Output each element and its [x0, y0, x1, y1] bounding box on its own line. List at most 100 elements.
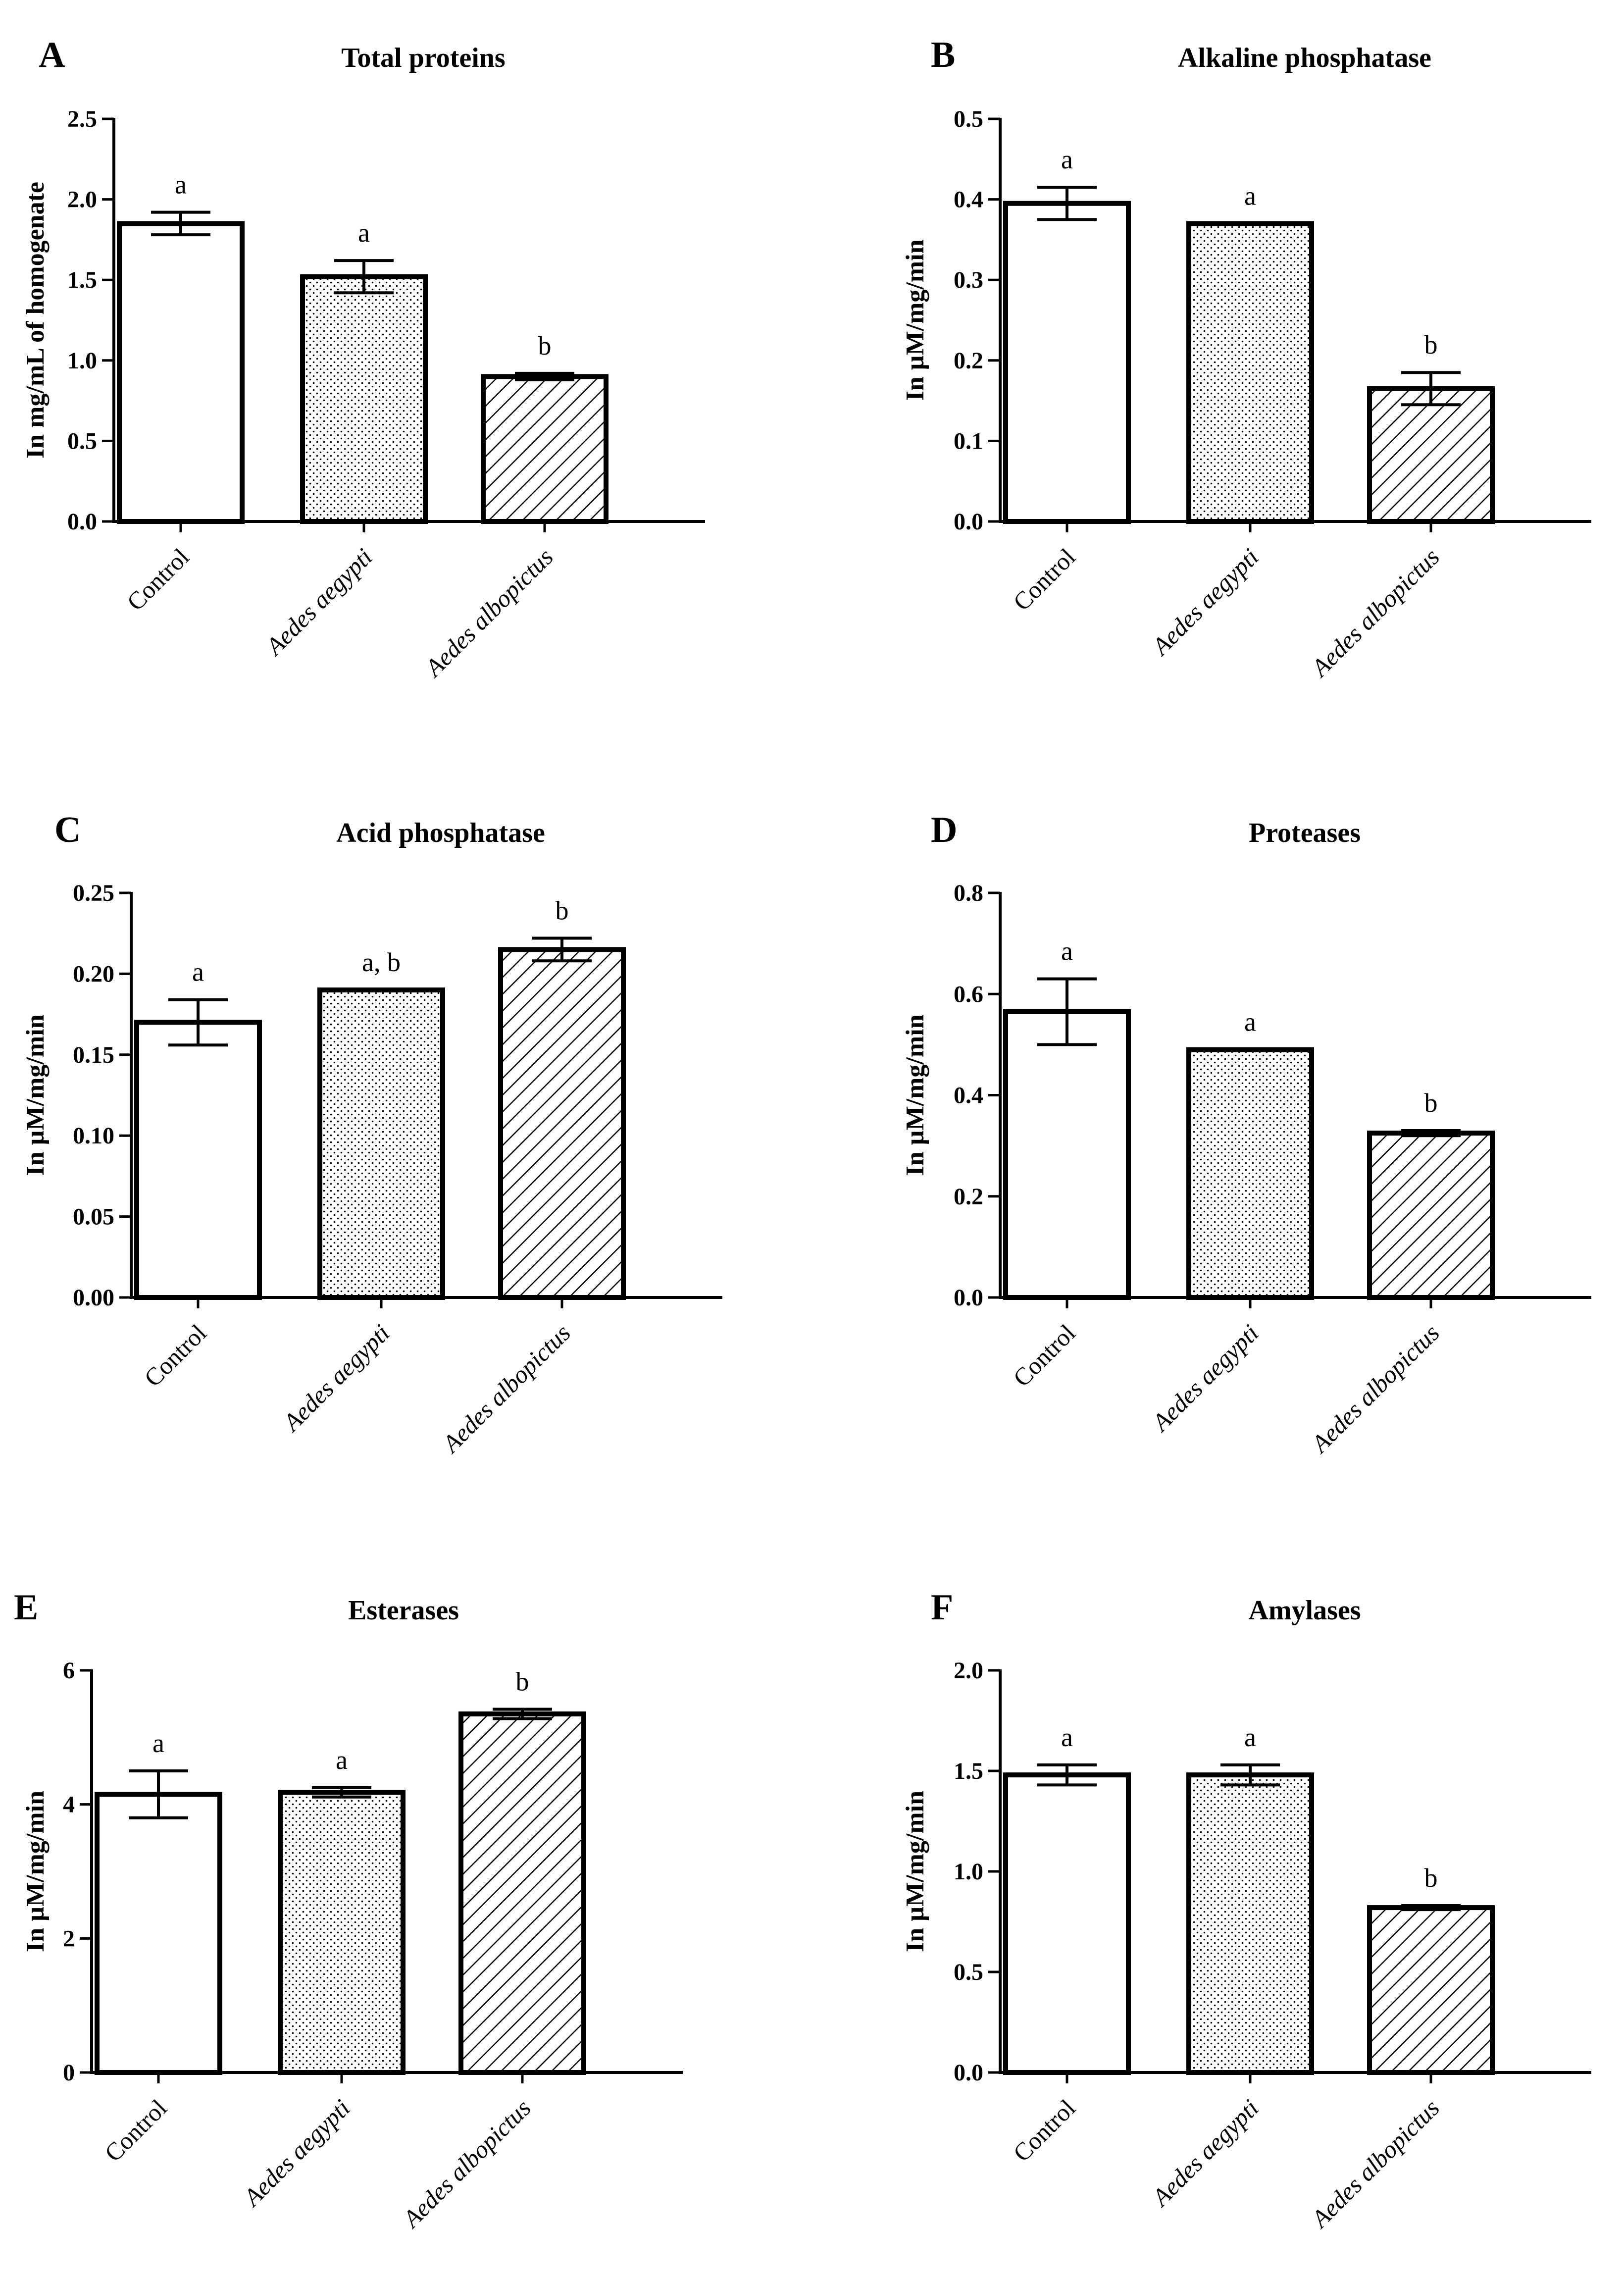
x-tick-label: Aedes aegypti [277, 1319, 395, 1437]
x-tick-label: Aedes aegypti [1146, 1319, 1264, 1437]
y-axis-label: In µM/mg/min [21, 1014, 50, 1176]
chart-title: Alkaline phosphatase [1178, 43, 1431, 73]
chart-title: Proteases [1249, 818, 1361, 848]
y-tick-label: 2.0 [954, 1657, 983, 1684]
y-tick-label: 0.00 [73, 1285, 114, 1311]
x-tick-label: Aedes aegypti [237, 2094, 355, 2212]
y-tick-label: 2 [63, 1925, 75, 1952]
y-tick-label: 0.5 [954, 1959, 983, 1985]
y-tick-label: 0.2 [954, 1184, 983, 1210]
significance-letter: a [1244, 1722, 1256, 1752]
y-tick-label: 0.0 [954, 1285, 983, 1311]
y-axis-label: In µM/mg/min [901, 1791, 929, 1952]
y-axis-label: In µM/mg/min [901, 1014, 929, 1176]
bar [481, 374, 609, 524]
significance-letter: b [516, 1666, 529, 1696]
significance-letter: b [1424, 1088, 1438, 1118]
y-axis-label: In mg/mL of homogenate [21, 182, 50, 459]
y-tick-label: 0.0 [67, 509, 97, 535]
y-tick-label: 0.0 [954, 2060, 983, 2086]
y-axis-label: In µM/mg/min [901, 239, 929, 401]
bar [498, 947, 626, 1300]
bar [300, 274, 428, 524]
chart-title: Acid phosphatase [336, 818, 545, 848]
y-tick-label: 0.8 [954, 880, 983, 906]
y-tick-label: 4 [63, 1792, 75, 1818]
y-tick-label: 0.25 [73, 880, 114, 906]
bar [1003, 1009, 1131, 1300]
y-tick-label: 0.5 [67, 428, 97, 454]
y-tick-label: 6 [63, 1657, 75, 1684]
x-tick-label: Control [121, 543, 195, 616]
panel-a: A Total proteins In mg/mL of homogenate 0.0… [21, 35, 705, 682]
significance-letter: a, b [362, 947, 401, 977]
x-tick-label: Aedes albopictus [436, 1319, 575, 1458]
significance-letter: a [192, 957, 204, 987]
significance-letter: b [1424, 330, 1438, 360]
bar [1003, 1772, 1131, 2075]
y-tick-label: 1.0 [954, 1859, 983, 1885]
y-tick-label: 0.5 [954, 106, 983, 132]
panel-c: C Acid phosphatase In µM/mg/min 0.00 0.05 0.1… [21, 810, 722, 1458]
panel-f: F Amylases In µM/mg/min 0.0 0.5 1.0 1.5 2.0 a Con… [901, 1587, 1591, 2233]
significance-letter: a [175, 170, 187, 200]
chart-title: Esterases [348, 1595, 459, 1626]
bar [95, 1792, 222, 2075]
x-tick-label: Control [1008, 2094, 1081, 2167]
x-tick-label: Control [1008, 543, 1081, 616]
y-tick-label: 2.0 [67, 187, 97, 213]
panel-label: E [14, 1587, 38, 1628]
significance-letter: a [1061, 936, 1073, 966]
y-tick-label: 2.5 [67, 106, 97, 132]
bar [1367, 1905, 1495, 2075]
chart-title: Total proteins [341, 43, 505, 73]
x-tick-label: Aedes aegypti [1146, 2094, 1264, 2212]
bar [317, 987, 445, 1300]
y-tick-label: 0.1 [954, 428, 983, 454]
y-tick-label: 1.5 [954, 1758, 983, 1784]
significance-letter: a [358, 218, 370, 248]
x-tick-label: Aedes albopictus [396, 2094, 536, 2233]
significance-letter: b [556, 896, 569, 926]
panel-label: D [931, 810, 957, 850]
panel-label: B [931, 35, 955, 75]
panel-label: F [931, 1587, 953, 1628]
significance-letter: a [1061, 145, 1073, 174]
bar [1367, 386, 1495, 524]
panel-d: D Proteases In µM/mg/min 0.0 0.2 0.4 0.6 0.8 a Co… [901, 810, 1591, 1458]
x-tick-label: Control [139, 1319, 212, 1392]
significance-letter: b [1424, 1863, 1438, 1893]
bar [117, 221, 245, 524]
y-tick-label: 0.3 [954, 267, 983, 293]
significance-letter: a [1244, 1007, 1256, 1037]
bar [1186, 1047, 1314, 1300]
panel-e: E Esterases In µM/mg/min 0 2 4 6 a Control a Aedes… [14, 1587, 683, 2233]
bar [1186, 1772, 1314, 2075]
y-tick-label: 0.6 [954, 981, 983, 1007]
x-tick-label: Control [1008, 1319, 1081, 1392]
bar [278, 1790, 406, 2075]
y-axis-label: In µM/mg/min [21, 1791, 50, 1952]
y-tick-label: 0.20 [73, 961, 114, 987]
bar [1367, 1131, 1495, 1300]
x-tick-label: Aedes albopictus [418, 543, 558, 682]
significance-letter: a [336, 1745, 348, 1775]
bar [458, 1711, 586, 2075]
y-tick-label: 1.0 [67, 348, 97, 374]
panel-label: C [54, 810, 81, 850]
x-tick-label: Control [99, 2094, 172, 2167]
x-tick-label: Aedes albopictus [1305, 1319, 1444, 1458]
y-tick-label: 1.5 [67, 267, 97, 293]
x-tick-label: Aedes aegypti [259, 543, 378, 661]
y-tick-label: 0.10 [73, 1123, 114, 1149]
significance-letter: a [1244, 181, 1256, 210]
y-tick-label: 0.15 [73, 1042, 114, 1068]
y-tick-label: 0.4 [954, 187, 983, 213]
significance-letter: a [1061, 1722, 1073, 1752]
x-tick-label: Aedes aegypti [1146, 543, 1264, 661]
y-tick-label: 0.0 [954, 509, 983, 535]
significance-letter: b [538, 331, 552, 361]
panel-b: B Alkaline phosphatase In µM/mg/min 0.0 0.1 0… [901, 35, 1591, 682]
panel-label: A [39, 35, 65, 75]
